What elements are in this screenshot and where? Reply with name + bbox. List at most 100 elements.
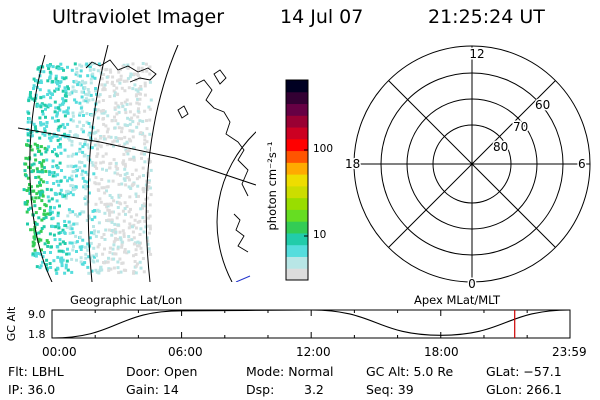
emission-pixel — [80, 110, 84, 114]
emission-pixel — [114, 101, 118, 105]
emission-pixel — [25, 202, 29, 206]
emission-pixel — [143, 81, 147, 85]
emission-pixel — [34, 127, 38, 131]
date-label: 14 Jul 07 — [280, 6, 364, 28]
emission-pixel — [96, 259, 99, 263]
emission-pixel — [32, 228, 36, 232]
emission-pixel — [53, 238, 57, 242]
emission-pixel — [146, 196, 150, 200]
emission-pixel — [97, 62, 101, 66]
emission-pixel — [55, 112, 59, 116]
emission-pixel — [51, 159, 55, 163]
terminator-mark — [235, 275, 251, 282]
emission-pixel — [139, 131, 143, 135]
emission-pixel — [37, 175, 41, 179]
emission-pixel — [91, 254, 95, 258]
emission-pixel — [132, 113, 136, 117]
emission-pixel — [28, 191, 32, 195]
emission-pixel — [119, 270, 123, 274]
emission-pixel — [88, 65, 92, 69]
gain-label: Gain: 14 — [126, 382, 179, 397]
emission-pixel — [110, 119, 114, 123]
emission-pixel — [116, 245, 120, 249]
emission-pixel — [68, 227, 72, 231]
emission-pixel — [70, 91, 74, 95]
emission-pixel — [118, 143, 122, 147]
emission-pixel — [60, 261, 64, 265]
emission-pixel — [69, 164, 73, 168]
emission-pixel — [31, 252, 35, 256]
emission-pixel — [109, 135, 113, 139]
emission-pixel — [53, 89, 57, 93]
emission-pixel — [48, 136, 51, 140]
emission-pixel — [142, 230, 146, 234]
colorbar-tick-label: 100 — [313, 143, 333, 155]
emission-pixel — [39, 103, 43, 107]
emission-pixel — [76, 168, 79, 172]
emission-pixel — [105, 168, 108, 172]
emission-pixel — [42, 70, 46, 74]
emission-pixel — [64, 196, 68, 200]
emission-pixel — [68, 241, 72, 245]
emission-pixel — [58, 204, 61, 208]
lat-label-70: 70 — [513, 120, 528, 134]
emission-pixel — [139, 266, 143, 270]
door-label: Door: Open — [126, 364, 198, 379]
emission-pixel — [70, 257, 74, 261]
emission-pixel — [122, 219, 126, 223]
emission-pixel — [29, 95, 33, 99]
meridian-line — [87, 45, 109, 282]
emission-pixel — [142, 190, 146, 194]
emission-pixel — [74, 133, 78, 137]
emission-pixel — [94, 234, 98, 238]
emission-pixel — [105, 80, 109, 84]
emission-pixel — [146, 210, 149, 213]
emission-pixel — [87, 133, 91, 137]
emission-pixel — [98, 93, 102, 97]
emission-pixel — [97, 100, 101, 104]
emission-pixel — [37, 239, 41, 243]
emission-pixel — [67, 106, 70, 110]
emission-pixel — [61, 195, 65, 199]
emission-pixel — [40, 162, 44, 166]
emission-pixel — [41, 109, 44, 113]
emission-pixel — [84, 245, 87, 249]
emission-pixel — [128, 178, 131, 182]
emission-pixel — [56, 223, 60, 227]
emission-pixel — [101, 154, 105, 158]
emission-pixel — [145, 236, 149, 240]
emission-pixel — [147, 250, 151, 253]
emission-pixel — [55, 245, 59, 248]
mlt-label-0: 0 — [468, 277, 476, 291]
emission-pixel — [148, 118, 152, 122]
emission-pixel — [59, 179, 63, 183]
emission-pixel — [59, 259, 63, 263]
emission-pixel — [82, 154, 86, 158]
emission-pixel — [34, 96, 38, 100]
emission-pixel — [137, 68, 140, 72]
emission-pixel — [56, 214, 60, 218]
emission-pixel — [78, 120, 82, 124]
emission-pixel — [130, 129, 134, 133]
geographic-title: Geographic Lat/Lon — [70, 293, 182, 307]
emission-pixel — [86, 156, 90, 160]
emission-pixel — [121, 104, 125, 108]
emission-pixel — [141, 69, 145, 73]
emission-pixel — [90, 269, 94, 273]
emission-pixel — [92, 232, 96, 236]
emission-pixel — [98, 197, 102, 201]
emission-pixel — [59, 231, 63, 234]
emission-pixel — [114, 136, 118, 140]
emission-pixel — [53, 191, 57, 195]
emission-pixel — [72, 80, 76, 83]
emission-pixel — [127, 149, 131, 153]
emission-pixel — [52, 134, 56, 138]
emission-pixel — [101, 252, 105, 256]
emission-pixel — [119, 173, 122, 177]
emission-pixel — [75, 222, 79, 226]
emission-pixel — [35, 79, 39, 83]
emission-pixel — [84, 170, 88, 174]
emission-pixel — [49, 139, 53, 143]
emission-pixel — [56, 138, 60, 142]
emission-pixel — [124, 212, 127, 216]
